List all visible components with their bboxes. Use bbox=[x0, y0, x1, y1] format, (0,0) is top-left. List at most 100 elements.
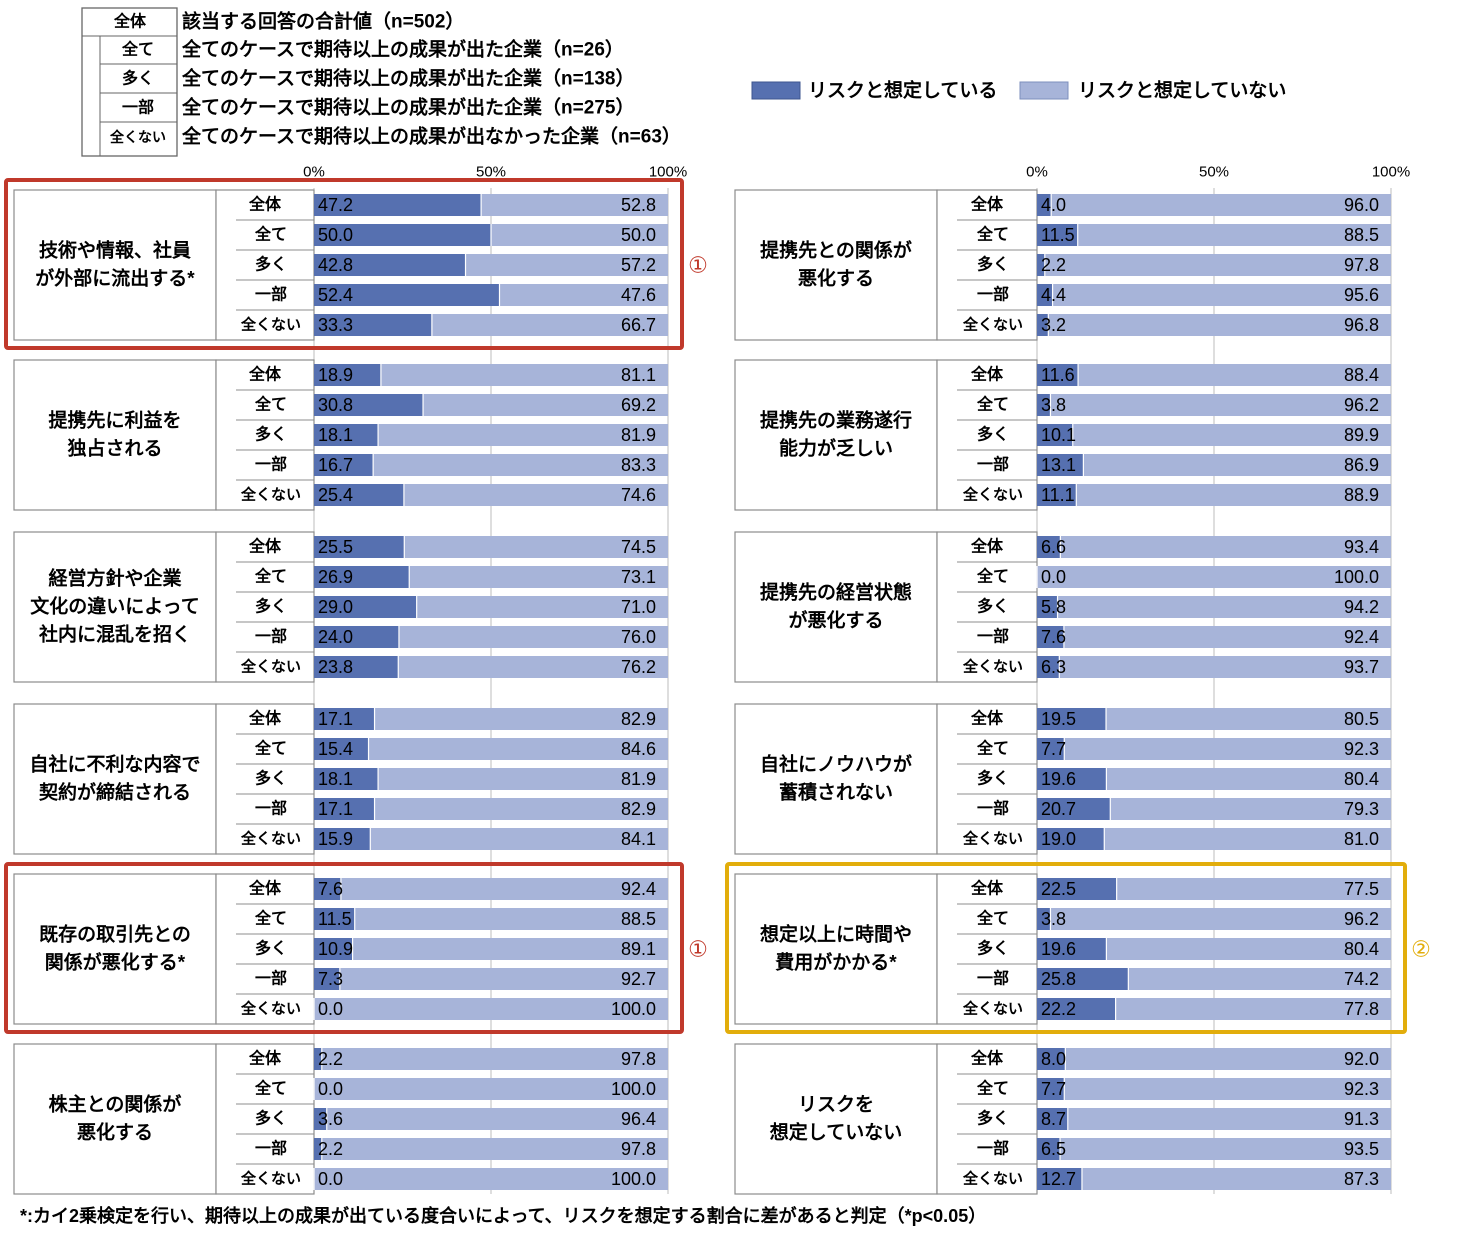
bar-not-assumed bbox=[321, 1048, 668, 1070]
code-box bbox=[215, 189, 315, 341]
row-code: 多く bbox=[255, 425, 287, 444]
row-code: 全くない bbox=[240, 486, 301, 504]
row-code: 一部 bbox=[977, 969, 1009, 988]
value-label-assumed: 16.7 bbox=[318, 455, 353, 475]
row-code: 多く bbox=[977, 597, 1009, 616]
bar-assumed bbox=[314, 968, 340, 990]
code-box bbox=[215, 1043, 315, 1195]
value-label-assumed: 19.6 bbox=[1041, 769, 1076, 789]
category-label: 想定以上に時間や bbox=[760, 923, 912, 946]
bar-assumed bbox=[1037, 596, 1058, 618]
value-label-assumed: 47.2 bbox=[318, 195, 353, 215]
bar-not-assumed bbox=[314, 998, 668, 1020]
value-label-assumed: 18.9 bbox=[318, 365, 353, 385]
bar-assumed bbox=[314, 454, 374, 476]
bar-assumed bbox=[1037, 1078, 1065, 1100]
bar-assumed bbox=[1037, 1168, 1082, 1190]
value-label-not-assumed: 88.4 bbox=[1344, 365, 1379, 385]
row-code: 全て bbox=[254, 225, 287, 244]
bar-not-assumed bbox=[1128, 968, 1391, 990]
row-code: 一部 bbox=[977, 1139, 1009, 1158]
bar-not-assumed bbox=[374, 708, 668, 730]
axis-tick-right-0: 0% bbox=[1026, 164, 1048, 181]
category-label: 能力が乏しい bbox=[779, 437, 893, 460]
code-box bbox=[215, 703, 315, 855]
value-label-not-assumed: 69.2 bbox=[621, 395, 656, 415]
row-code: 多く bbox=[255, 597, 287, 616]
bar-assumed bbox=[314, 798, 375, 820]
category-label: 悪化する bbox=[798, 267, 874, 290]
value-label-assumed: 22.2 bbox=[1041, 999, 1076, 1019]
value-label-not-assumed: 84.6 bbox=[621, 739, 656, 759]
bar-assumed bbox=[314, 768, 379, 790]
bar-not-assumed bbox=[321, 1138, 668, 1160]
bar-assumed bbox=[1037, 738, 1065, 760]
axis-tick-right-2: 100% bbox=[1372, 164, 1410, 181]
value-label-not-assumed: 97.8 bbox=[1344, 255, 1379, 275]
bar-not-assumed bbox=[1077, 224, 1391, 246]
bar-assumed bbox=[314, 708, 375, 730]
footnote: *:カイ2乗検定を行い、期待以上の成果が出ている度合いによって、リスクを想定する… bbox=[20, 1205, 986, 1226]
value-label-assumed: 2.2 bbox=[318, 1139, 343, 1159]
legend-swatch-assumed bbox=[751, 81, 801, 100]
bar-assumed bbox=[1037, 254, 1045, 276]
bar-not-assumed bbox=[403, 484, 668, 506]
category-label: 関係が悪化する* bbox=[45, 951, 186, 974]
row-code: 多く bbox=[255, 939, 287, 958]
category-label: リスクを bbox=[798, 1094, 874, 1116]
value-label-assumed: 11.1 bbox=[1041, 485, 1075, 505]
row-code: 全体 bbox=[248, 195, 282, 214]
bar-assumed bbox=[1037, 1108, 1068, 1130]
group-legend-box bbox=[81, 7, 178, 157]
value-label-assumed: 17.1 bbox=[318, 799, 353, 819]
value-label-not-assumed: 50.0 bbox=[621, 225, 656, 245]
bar-assumed bbox=[314, 656, 399, 678]
value-label-assumed: 8.0 bbox=[1041, 1049, 1066, 1069]
value-label-not-assumed: 93.4 bbox=[1344, 537, 1379, 557]
value-label-not-assumed: 52.8 bbox=[621, 195, 656, 215]
highlight-marker: ① bbox=[688, 937, 708, 962]
row-code: 全て bbox=[254, 909, 287, 928]
value-label-assumed: 33.3 bbox=[318, 315, 353, 335]
value-label-not-assumed: 88.5 bbox=[621, 909, 656, 929]
value-label-assumed: 6.3 bbox=[1041, 657, 1066, 677]
group-description-4: 全てのケースで期待以上の成果が出なかった企業（n=63） bbox=[181, 125, 681, 148]
bar-assumed bbox=[1037, 768, 1107, 790]
value-label-not-assumed: 96.8 bbox=[1344, 315, 1379, 335]
value-label-not-assumed: 96.0 bbox=[1344, 195, 1379, 215]
bar-not-assumed bbox=[1081, 1168, 1391, 1190]
bar-assumed bbox=[314, 284, 500, 306]
bar-assumed bbox=[314, 536, 405, 558]
value-label-not-assumed: 100.0 bbox=[1334, 567, 1379, 587]
value-label-not-assumed: 96.4 bbox=[621, 1109, 656, 1129]
value-label-not-assumed: 71.0 bbox=[621, 597, 656, 617]
bar-not-assumed bbox=[1116, 878, 1391, 900]
value-label-not-assumed: 87.3 bbox=[1344, 1169, 1379, 1189]
category-label: 提携先の経営状態 bbox=[760, 581, 912, 604]
axis-tick-left-2: 100% bbox=[649, 164, 687, 181]
bar-assumed bbox=[314, 908, 355, 930]
value-label-not-assumed: 94.2 bbox=[1344, 597, 1379, 617]
category-label: 悪化する bbox=[77, 1121, 153, 1144]
row-code: 全て bbox=[976, 395, 1009, 414]
bar-assumed bbox=[1037, 998, 1116, 1020]
value-label-not-assumed: 47.6 bbox=[621, 285, 656, 305]
value-label-assumed: 6.6 bbox=[1041, 537, 1066, 557]
bar-assumed bbox=[1037, 626, 1064, 648]
bar-assumed bbox=[1037, 484, 1077, 506]
row-code: 一部 bbox=[255, 969, 287, 988]
bar-assumed bbox=[314, 566, 410, 588]
row-code: 全体 bbox=[970, 537, 1004, 556]
value-label-assumed: 13.1 bbox=[1041, 455, 1076, 475]
highlight-marker: ② bbox=[1411, 937, 1431, 962]
value-label-assumed: 0.0 bbox=[318, 1079, 343, 1099]
bar-not-assumed bbox=[465, 254, 668, 276]
bar-not-assumed bbox=[373, 454, 668, 476]
row-code: 全くない bbox=[240, 316, 301, 334]
category-box bbox=[13, 873, 217, 1025]
value-label-not-assumed: 74.6 bbox=[621, 485, 656, 505]
value-label-not-assumed: 82.9 bbox=[621, 799, 656, 819]
value-label-assumed: 15.9 bbox=[318, 829, 353, 849]
value-label-assumed: 19.5 bbox=[1041, 709, 1076, 729]
bar-assumed bbox=[1037, 314, 1049, 336]
